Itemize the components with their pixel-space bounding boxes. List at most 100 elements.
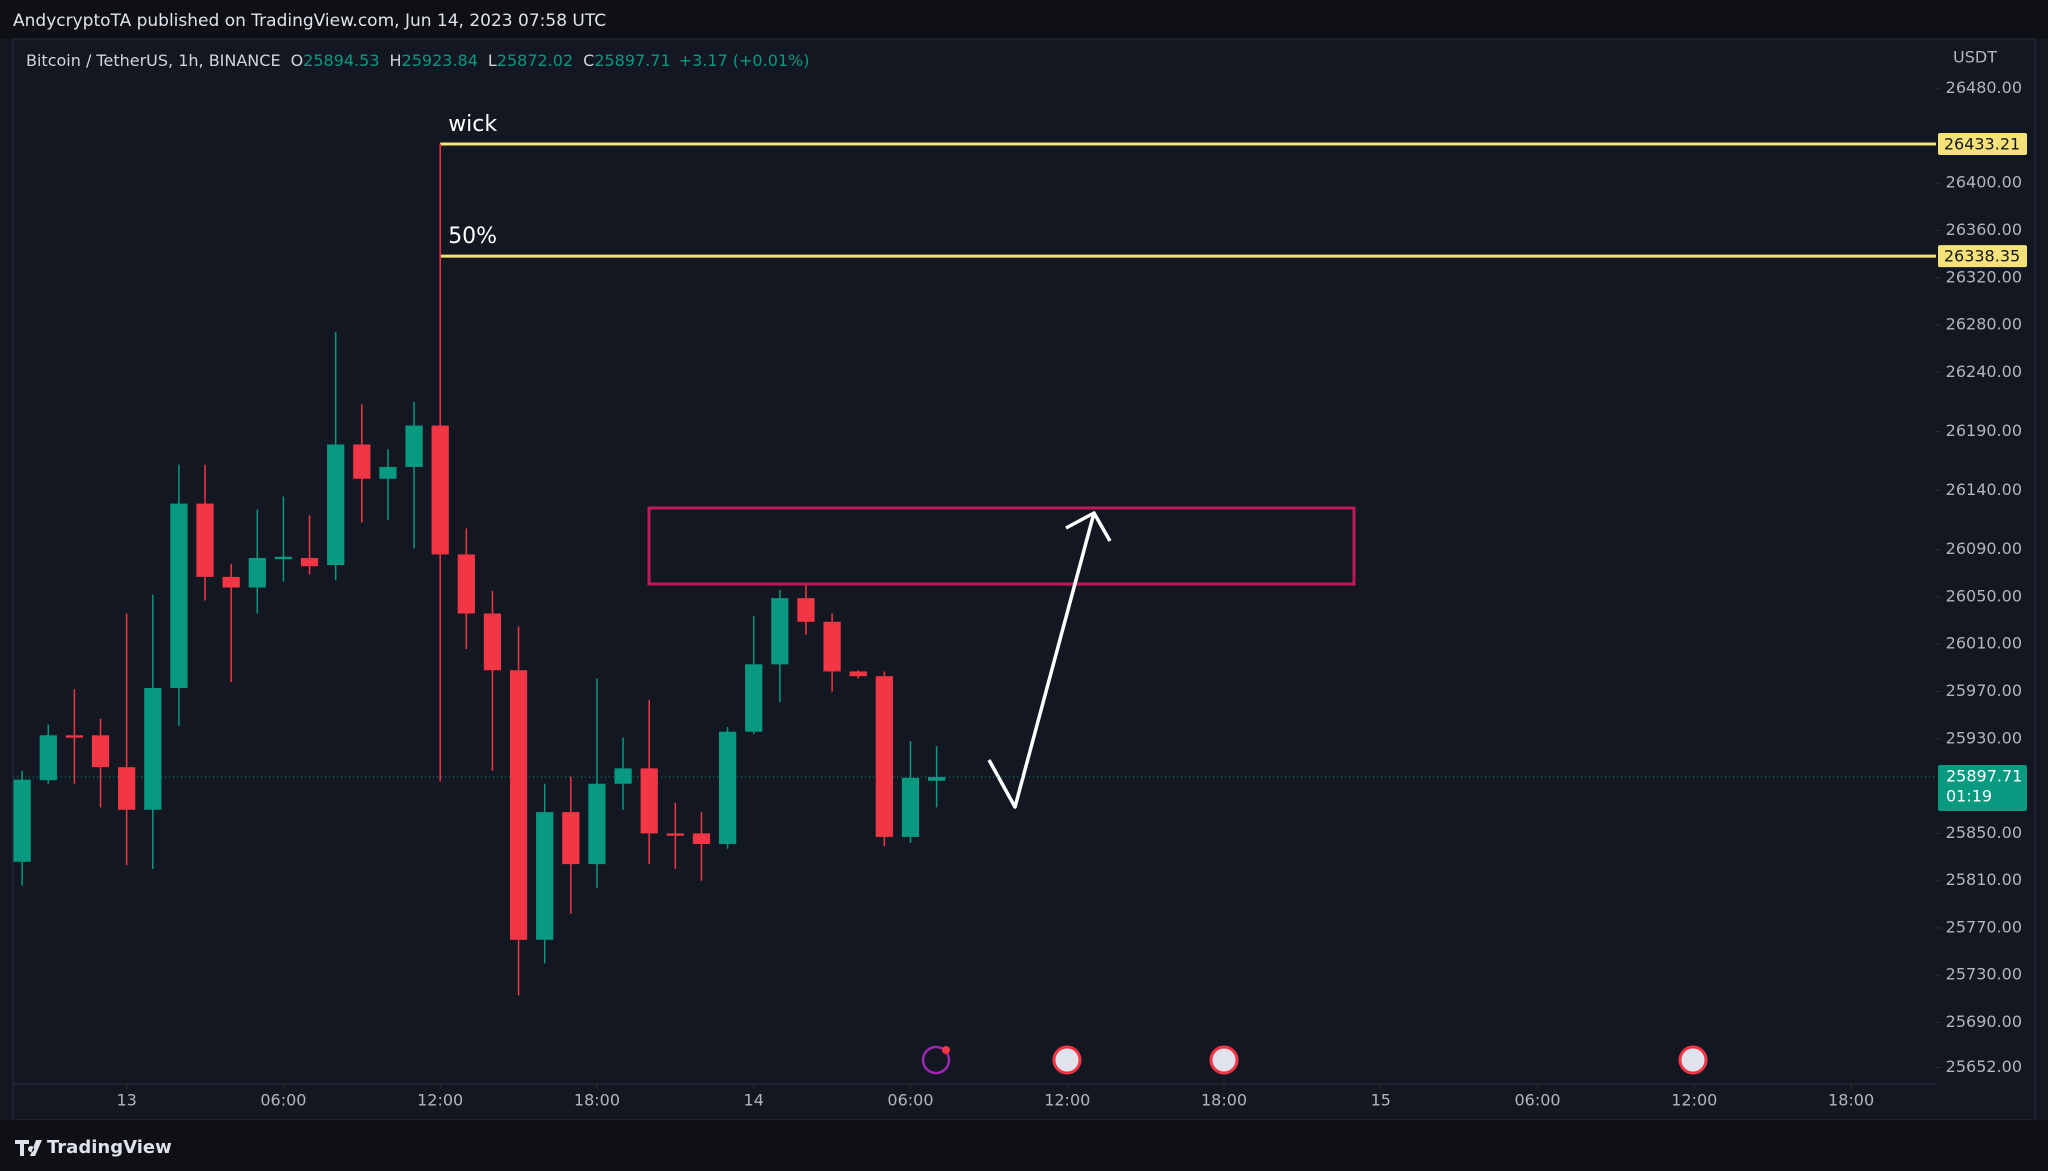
candle-body — [457, 554, 475, 614]
event-icon[interactable] — [1209, 1045, 1239, 1075]
candle-body — [91, 735, 110, 768]
y-tick-label: 25970.00 — [1946, 681, 2022, 700]
y-tick-label: 26320.00 — [1946, 267, 2022, 286]
arrow-head — [1065, 511, 1112, 542]
event-icon[interactable] — [1052, 1045, 1082, 1075]
footer-brand: TradingView — [47, 1137, 172, 1158]
event-icon[interactable] — [921, 1045, 951, 1075]
candle-body — [144, 687, 162, 810]
last-price-tag — [1938, 764, 2027, 811]
resistance-zone — [647, 506, 1356, 586]
legend-key: H — [390, 51, 402, 70]
candle-body — [640, 768, 658, 834]
candle-body — [13, 779, 31, 862]
legend-key: L — [488, 51, 497, 70]
tradingview-logo — [15, 1140, 42, 1156]
candle-body — [588, 783, 606, 865]
candle-body — [196, 503, 214, 577]
level-tag-label: 26433.21 — [1944, 134, 2020, 153]
level-tag — [1938, 245, 2027, 268]
y-tick-label: 26280.00 — [1946, 315, 2022, 334]
candle-body — [222, 576, 240, 588]
candle-body — [170, 503, 188, 688]
y-tick-label: 26140.00 — [1946, 480, 2022, 499]
level-tag — [1938, 132, 2027, 155]
candle-body — [39, 735, 57, 781]
x-tick-label: 18:00 — [1201, 1091, 1247, 1110]
x-tick-label: 12:00 — [417, 1091, 463, 1110]
last-price-label: 25897.71 — [1946, 766, 2022, 785]
projection-arrow — [987, 512, 1096, 809]
event-badge — [942, 1046, 950, 1054]
y-tick-label: 25652.00 — [1946, 1057, 2022, 1076]
candle-body — [300, 557, 319, 567]
legend: Bitcoin / TetherUS, 1h, BINANCE O25894.53… — [26, 51, 810, 70]
candle-body — [536, 812, 554, 940]
candle-body — [849, 671, 867, 677]
y-tick-label: 26090.00 — [1946, 539, 2022, 558]
y-tick-label: 25810.00 — [1946, 870, 2022, 889]
candle-body — [431, 425, 449, 555]
candle-body — [771, 598, 789, 665]
candle-body — [248, 557, 266, 588]
header-bar — [0, 0, 2048, 39]
x-tick-label: 13 — [116, 1091, 136, 1110]
countdown-label: 01:19 — [1946, 786, 1992, 805]
legend-key: O — [291, 51, 304, 70]
legend-value: 25897.71 — [594, 51, 670, 70]
header-text: AndycryptoTA published on TradingView.co… — [13, 11, 606, 31]
legend-value: 25872.02 — [497, 51, 573, 70]
price-axis-unit: USDT — [1953, 48, 1997, 67]
x-tick-label: 12:00 — [1044, 1091, 1090, 1110]
candle-body — [692, 833, 711, 845]
candle-body — [483, 613, 502, 671]
candle-body — [353, 444, 371, 479]
x-tick-label: 15 — [1371, 1091, 1391, 1110]
x-tick-label: 18:00 — [1828, 1091, 1874, 1110]
legend-value: 25923.84 — [402, 51, 478, 70]
candle-body — [509, 670, 528, 940]
y-tick-label: 26240.00 — [1946, 362, 2022, 381]
candle-body — [666, 833, 684, 836]
legend-change: +3.17 (+0.01%) — [679, 51, 810, 70]
candle-body — [379, 466, 397, 479]
candle-body — [718, 731, 737, 845]
y-tick-label: 26400.00 — [1946, 173, 2022, 192]
y-tick-label: 26050.00 — [1946, 586, 2022, 605]
event-icon[interactable] — [1678, 1045, 1708, 1075]
x-tick-label: 12:00 — [1671, 1091, 1717, 1110]
y-tick-label: 25730.00 — [1946, 965, 2022, 984]
x-tick-label: 14 — [744, 1091, 764, 1110]
candle-body — [823, 621, 841, 672]
y-tick-label: 26190.00 — [1946, 421, 2022, 440]
y-tick-label: 25850.00 — [1946, 823, 2022, 842]
candle-body — [327, 444, 345, 566]
legend-key: C — [583, 51, 594, 70]
candle-body — [65, 735, 84, 738]
candle-body — [405, 425, 423, 467]
candle-body — [274, 556, 293, 560]
footer-bar — [0, 1120, 2048, 1171]
candle-body — [118, 767, 136, 810]
candle-body — [797, 598, 815, 622]
candle-body — [927, 776, 946, 781]
candle-body — [745, 664, 763, 732]
legend-value: 25894.53 — [303, 51, 379, 70]
level-label: wick — [448, 112, 497, 137]
legend-title: Bitcoin / TetherUS, 1h, BINANCE — [26, 51, 281, 70]
candle-body — [562, 812, 580, 865]
y-tick-label: 25690.00 — [1946, 1012, 2022, 1031]
x-tick-label: 18:00 — [574, 1091, 620, 1110]
y-tick-label: 25770.00 — [1946, 917, 2022, 936]
y-tick-label: 26010.00 — [1946, 634, 2022, 653]
candle-body — [901, 777, 920, 837]
x-tick-label: 06:00 — [887, 1091, 933, 1110]
candle-body — [875, 676, 893, 837]
candle-body — [614, 768, 632, 784]
y-tick-label: 25930.00 — [1946, 728, 2022, 747]
x-tick-label: 06:00 — [260, 1091, 306, 1110]
y-tick-label: 26480.00 — [1946, 78, 2022, 97]
x-tick-label: 06:00 — [1514, 1091, 1560, 1110]
level-tag-label: 26338.35 — [1944, 247, 2020, 266]
